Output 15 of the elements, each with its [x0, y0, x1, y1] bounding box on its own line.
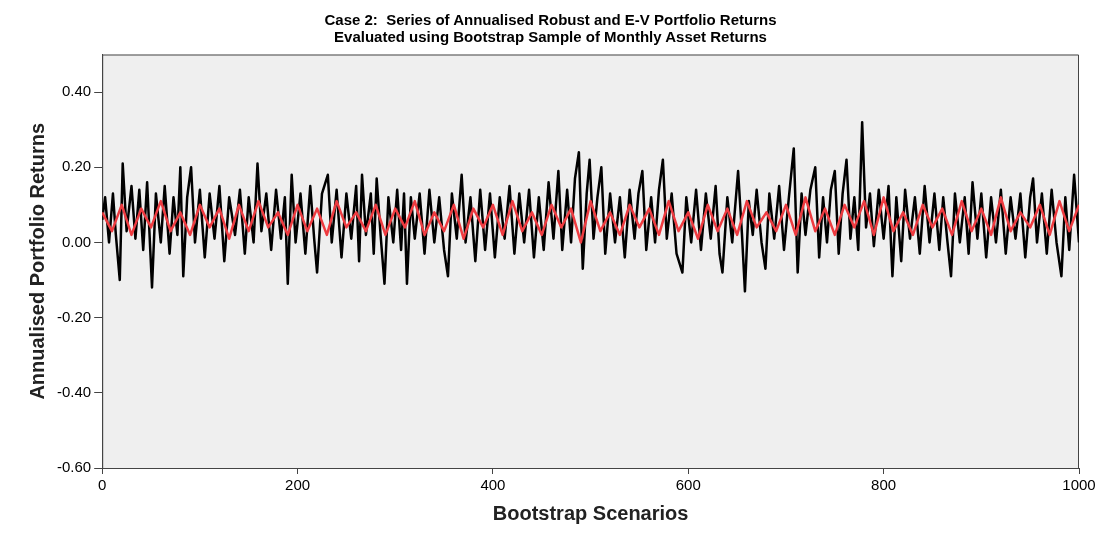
x-tick-label: 0 [98, 476, 107, 494]
x-tick-label: 600 [675, 476, 701, 494]
y-tick-label: -0.40 [56, 382, 92, 400]
x-tick-label: 800 [871, 476, 897, 494]
y-tick-label: 0.00 [61, 232, 92, 250]
y-tick-label: 0.20 [61, 157, 92, 175]
y-tick-label: -0.60 [56, 458, 92, 476]
x-tick-label: 200 [285, 476, 311, 494]
chart-title: Case 2: Series of Annualised Robust and E-V Portfolio Returns Evaluated using Bootstrap Sample of Monthly Asset Returns [324, 10, 777, 46]
y-axis-title: Annualised Portfolio Returns [25, 122, 48, 400]
x-tick-label: 1000 [1062, 476, 1096, 494]
y-tick-label: 0.40 [61, 82, 92, 100]
x-axis-title: Bootstrap Scenarios [492, 501, 689, 524]
x-tick-label: 400 [480, 476, 506, 494]
y-tick-label: -0.20 [56, 307, 92, 325]
